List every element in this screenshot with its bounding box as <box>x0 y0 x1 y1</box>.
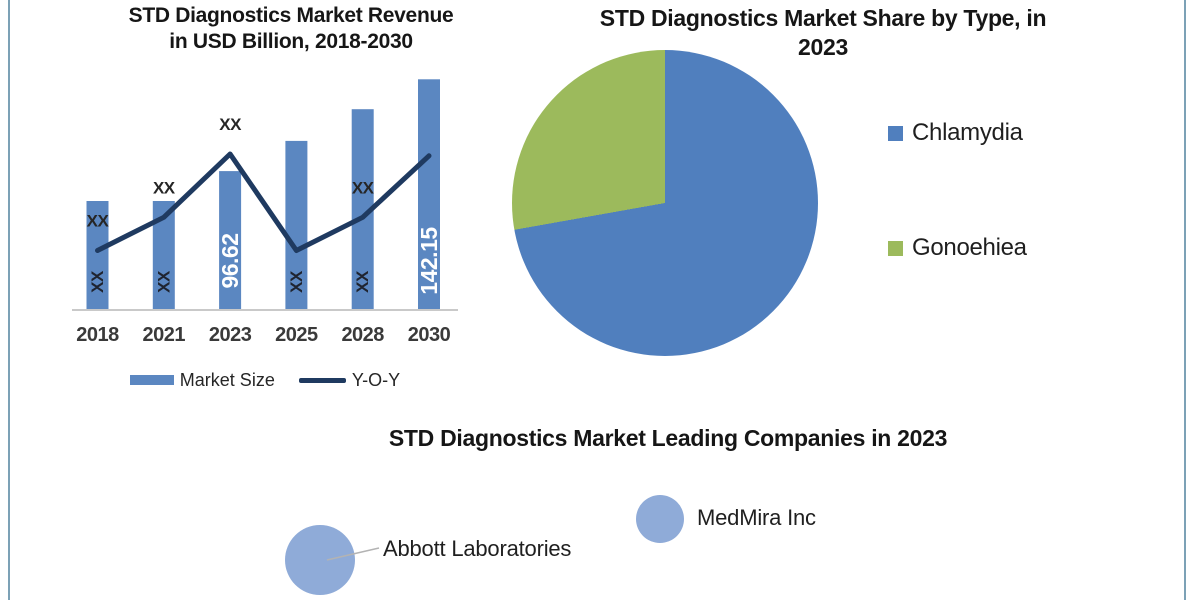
bar-value-label: 142.15 <box>416 227 442 295</box>
bar-value-label: XX <box>353 270 372 293</box>
bar-2023 <box>219 171 242 309</box>
revenue-title-line2: in USD Billion, 2018-2030 <box>169 30 413 53</box>
x-axis-label: 2021 <box>143 324 186 346</box>
revenue-combo-chart: XX XX XX XX XX XX 96.62 XX XX 142.15 2018 2021 2023 2… <box>72 79 458 346</box>
company-bubble <box>285 525 355 595</box>
bar-2025 <box>285 140 308 309</box>
gonoehiea-legend-label: Gonoehiea <box>912 234 1027 261</box>
revenue-chart-title: STD Diagnostics Market Revenue in USD Bi… <box>81 3 501 55</box>
bar-2030 <box>418 79 440 309</box>
bar-2018 <box>86 201 109 309</box>
x-axis-label: 2018 <box>76 324 119 346</box>
yoy-point-label: XX <box>352 178 375 197</box>
legend-item-market-size: Market Size <box>129 369 275 391</box>
bar-2028 <box>351 109 374 309</box>
yoy-point-label: XX <box>219 115 242 134</box>
company-label: MedMira Inc <box>697 505 816 530</box>
legend-item-gonoehiea: Gonoehiea <box>888 234 1027 262</box>
pie-title-line2: 2023 <box>798 34 848 60</box>
right-border-line <box>1184 0 1186 600</box>
bar-value-label: XX <box>88 270 107 293</box>
legend-item-yoy: Y-O-Y <box>298 369 401 391</box>
bar-value-label: XX <box>287 270 306 293</box>
left-border-line <box>8 0 10 600</box>
legend-item-chlamydia: Chlamydia <box>888 119 1023 147</box>
company-bubble <box>636 495 684 543</box>
companies-title: STD Diagnostics Market Leading Companies… <box>388 425 948 451</box>
revenue-chart-legend: Market Size Y-O-Y <box>50 367 480 393</box>
x-axis-label: 2028 <box>341 324 384 346</box>
yoy-legend-label: Y-O-Y <box>351 369 401 390</box>
company-label: Abbott Laboratories <box>383 536 572 561</box>
chlamydia-swatch <box>888 125 903 141</box>
x-axis-label: 2023 <box>209 324 252 346</box>
yoy-line-swatch <box>298 377 346 383</box>
x-axis-label: 2030 <box>408 324 451 346</box>
yoy-point-label: XX <box>87 212 110 231</box>
bar-value-label: 96.62 <box>217 233 243 288</box>
market-size-legend-label: Market Size <box>179 369 275 390</box>
bar-value-label: XX <box>154 270 173 293</box>
x-axis-label: 2025 <box>275 324 318 346</box>
pie-chart-title: STD Diagnostics Market Share by Type, in… <box>593 4 1053 62</box>
chlamydia-legend-label: Chlamydia <box>912 119 1023 146</box>
market-size-swatch <box>129 375 174 385</box>
revenue-title-line1: STD Diagnostics Market Revenue <box>128 4 454 27</box>
bar-2021 <box>152 201 175 309</box>
pie-graphic <box>512 50 818 356</box>
yoy-point-label: XX <box>153 178 176 197</box>
gonoehiea-swatch <box>888 240 903 256</box>
pie-title-line1: STD Diagnostics Market Share by Type, in <box>599 5 1047 31</box>
yoy-line <box>95 151 432 253</box>
